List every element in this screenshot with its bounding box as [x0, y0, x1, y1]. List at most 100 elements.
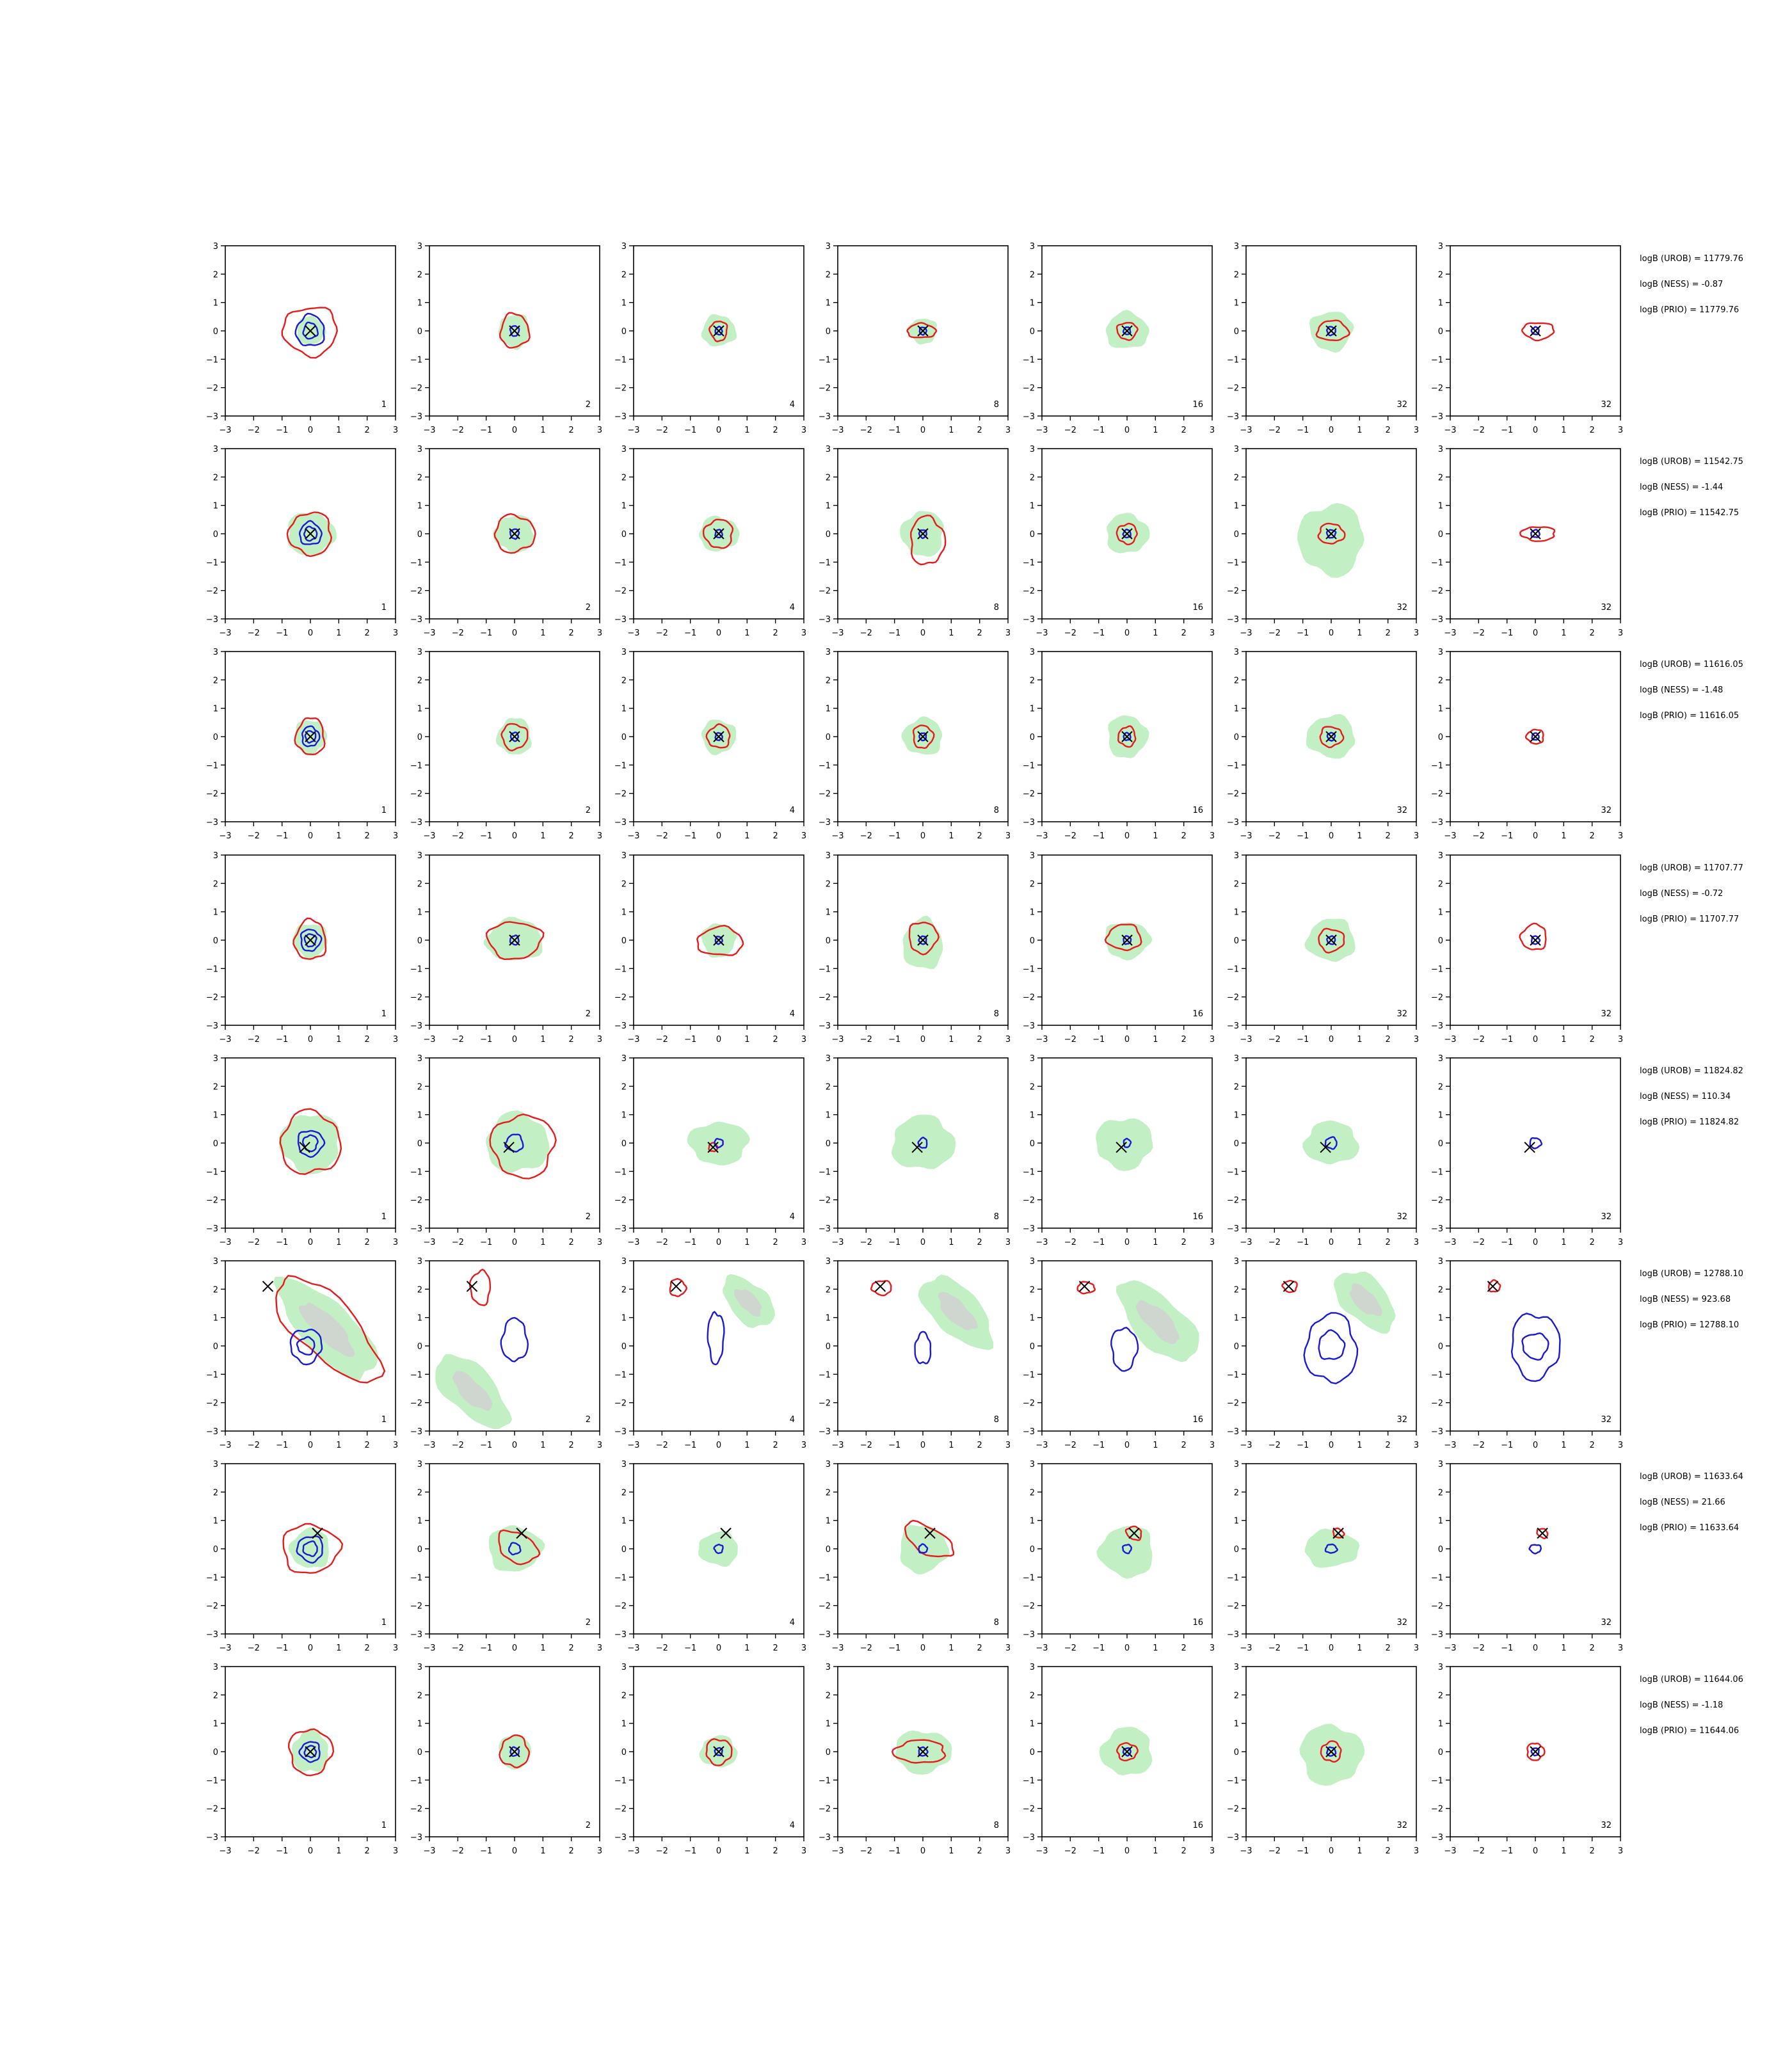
x-tick-label: −2: [1473, 1644, 1485, 1653]
blue-contour: [917, 1137, 928, 1149]
y-tick-label: −3: [1431, 1224, 1443, 1234]
x-tick-label: 2: [569, 426, 574, 435]
x-tick-label: −3: [1240, 1644, 1252, 1653]
x-tick-label: 0: [1124, 831, 1130, 841]
x-tick-label: −2: [248, 628, 260, 638]
logb-annotation: logB (NESS) = -0.87: [1640, 280, 1723, 289]
y-tick-label: 2: [1438, 473, 1443, 483]
x-tick-label: 0: [308, 628, 313, 638]
red-contour: [294, 717, 326, 756]
panel-label: 32: [1601, 1821, 1612, 1830]
y-tick-label: 3: [417, 648, 422, 657]
y-tick-label: 2: [621, 1488, 627, 1498]
blue-contour: [918, 529, 927, 540]
x-tick-label: −1: [684, 1441, 696, 1450]
x-tick-label: −2: [1268, 1238, 1281, 1247]
x-tick-label: −1: [480, 1238, 492, 1247]
y-tick-label: 0: [621, 1139, 627, 1149]
x-tick-label: 2: [1590, 1644, 1595, 1653]
y-tick-label: −1: [614, 964, 627, 974]
x-tick-label: 0: [1329, 1644, 1334, 1653]
y-tick-label: −1: [1227, 355, 1239, 365]
marker-x: [1121, 528, 1133, 540]
y-tick-label: 3: [1234, 1257, 1239, 1267]
y-tick-label: 0: [1438, 1748, 1443, 1757]
x-tick-label: 3: [1210, 1238, 1215, 1247]
y-tick-label: −2: [614, 384, 627, 394]
blue-contour: [509, 1746, 520, 1757]
y-tick-label: 2: [1234, 1488, 1239, 1498]
x-tick-label: −1: [276, 628, 288, 638]
red-contour: [906, 322, 938, 339]
y-tick-label: −3: [819, 1833, 831, 1843]
x-tick-label: −1: [888, 1441, 900, 1450]
y-tick-label: −2: [614, 1399, 627, 1409]
blue-contour: [304, 730, 317, 744]
x-tick-label: −3: [627, 628, 639, 638]
y-tick-label: −2: [1431, 1602, 1443, 1612]
x-tick-label: 0: [1329, 831, 1334, 841]
subplot: −3−3 −2 −2 −1 −1 0 0 1 1 2 2 3 3 8: [819, 242, 1011, 435]
y-tick-label: −2: [1227, 1602, 1239, 1612]
x-tick-label: 1: [540, 1644, 545, 1653]
panel-label: 4: [790, 1821, 795, 1830]
marker-x: [305, 1746, 316, 1757]
x-tick-label: −3: [1036, 831, 1048, 841]
marker-x: [713, 325, 724, 337]
x-tick-label: 1: [948, 426, 954, 435]
y-tick-label: 0: [1234, 1748, 1239, 1757]
y-tick-label: −2: [1431, 790, 1443, 799]
marker-x: [262, 1281, 274, 1292]
red-contour: [910, 515, 947, 566]
marker-x: [1530, 325, 1541, 337]
x-tick-label: −3: [1240, 628, 1252, 638]
y-tick-label: 2: [1438, 1488, 1443, 1498]
y-tick-label: −2: [1227, 1805, 1239, 1814]
y-tick-label: 3: [213, 1054, 218, 1064]
y-tick-label: 2: [826, 676, 831, 685]
panel-label: 16: [1192, 1212, 1203, 1222]
panel-label: 1: [381, 806, 387, 815]
red-contour: [286, 511, 333, 557]
x-tick-label: −3: [423, 831, 435, 841]
x-tick-label: 1: [1561, 1238, 1566, 1247]
y-tick-label: −1: [1023, 1370, 1035, 1380]
y-tick-label: −2: [819, 587, 831, 596]
x-tick-label: −2: [1473, 1441, 1485, 1450]
y-tick-label: 2: [621, 270, 627, 280]
x-tick-label: −3: [1444, 1441, 1456, 1450]
y-tick-label: 0: [213, 327, 218, 337]
y-tick-label: 1: [621, 705, 627, 714]
y-tick-label: −3: [410, 412, 422, 422]
y-tick-label: −2: [614, 587, 627, 596]
x-tick-label: 1: [1561, 1644, 1566, 1653]
y-tick-label: 3: [826, 1257, 831, 1267]
y-tick-label: 0: [826, 733, 831, 742]
blue-contour: [1325, 1746, 1337, 1757]
y-tick-label: 1: [1234, 299, 1239, 308]
x-tick-label: 0: [1329, 628, 1334, 638]
y-tick-label: 0: [826, 936, 831, 946]
x-tick-label: −1: [276, 1238, 288, 1247]
blue-contour: [509, 731, 520, 742]
blue-contour: [1530, 529, 1540, 538]
panel-label: 4: [790, 1212, 795, 1222]
y-tick-label: −1: [819, 1573, 831, 1583]
x-tick-label: 0: [716, 1035, 721, 1044]
green-region: [486, 1110, 550, 1173]
blue-contour: [918, 326, 927, 336]
x-tick-label: 3: [1210, 1441, 1215, 1450]
blue-contour: [1325, 529, 1337, 539]
x-tick-label: −2: [1268, 831, 1281, 841]
blue-contour: [714, 1747, 723, 1757]
x-tick-label: 3: [393, 628, 398, 638]
x-tick-label: 3: [801, 1035, 806, 1044]
x-tick-label: 3: [393, 1441, 398, 1450]
y-tick-label: 3: [213, 1663, 218, 1672]
y-tick-label: 3: [621, 242, 627, 252]
x-tick-label: −2: [656, 628, 668, 638]
y-tick-label: −3: [1023, 412, 1035, 422]
subplot: −3−3 −2 −2 −1 −1 0 0 1 1 2 2 3 3 16: [1023, 1257, 1215, 1450]
red-contour: [1116, 1742, 1139, 1762]
inner-region: [938, 1292, 978, 1331]
